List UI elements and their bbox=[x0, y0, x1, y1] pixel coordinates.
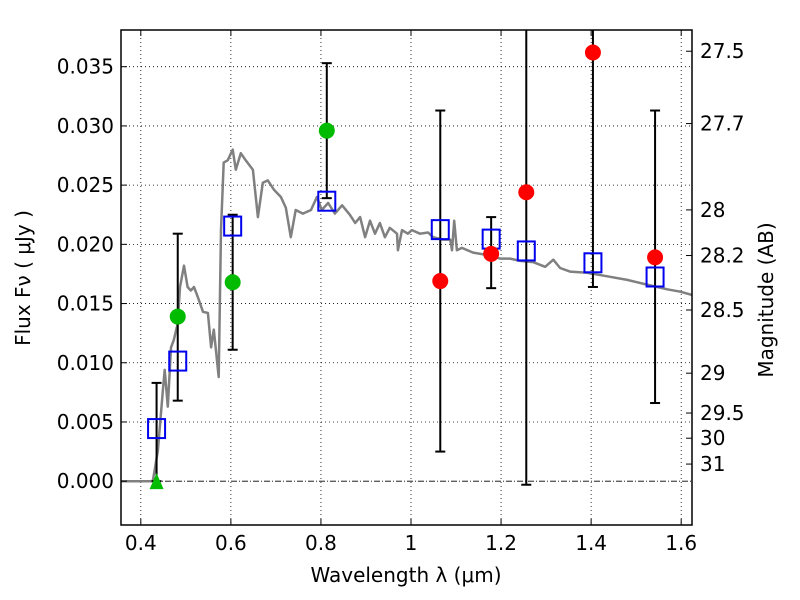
x-tick-label: 1.6 bbox=[665, 531, 697, 555]
green-triangle-point bbox=[149, 473, 164, 490]
model-photometry-square bbox=[645, 266, 665, 288]
right-tick-label: 29 bbox=[700, 361, 725, 385]
red-data-point bbox=[584, 44, 601, 61]
right-tick-label: 28.2 bbox=[700, 244, 745, 268]
plot-frame bbox=[120, 29, 693, 526]
green-data-point bbox=[318, 122, 335, 139]
model-spectrum-group bbox=[121, 148, 692, 483]
model-photometry-square bbox=[583, 252, 603, 274]
markers-group bbox=[147, 44, 665, 490]
y-tick-label: 0.000 bbox=[57, 469, 114, 493]
y-tick-label: 0.030 bbox=[57, 114, 114, 138]
x-tick-label: 1.4 bbox=[575, 531, 607, 555]
grid bbox=[121, 30, 692, 525]
right-tick-label: 27.5 bbox=[700, 39, 745, 63]
y-tick-labels: 0.000 0.005 0.010 0.015 0.020 0.025 0.030 0.035 bbox=[57, 55, 114, 493]
y-axis-label: Flux Fν ( μJy ) bbox=[11, 210, 35, 346]
red-data-point bbox=[483, 245, 500, 262]
y-tick-label: 0.010 bbox=[57, 351, 114, 375]
right-tick-label: 28 bbox=[700, 198, 725, 222]
green-data-point bbox=[169, 308, 186, 325]
plot-area bbox=[121, 30, 692, 525]
y-tick-label: 0.035 bbox=[57, 55, 114, 79]
x-tick-label: 0.6 bbox=[215, 531, 247, 555]
right-tick-label: 27.7 bbox=[700, 112, 745, 136]
right-tick-label: 28.5 bbox=[700, 298, 745, 322]
right-tick-label: 31 bbox=[700, 452, 725, 476]
red-data-point bbox=[432, 273, 449, 290]
model-photometry-square bbox=[168, 350, 188, 372]
y-tick-label: 0.025 bbox=[57, 173, 114, 197]
ticks-group bbox=[121, 30, 692, 525]
right-tick-label: 29.5 bbox=[700, 401, 745, 425]
model-photometry-square bbox=[516, 240, 536, 262]
y-tick-label: 0.005 bbox=[57, 410, 114, 434]
red-data-point bbox=[518, 184, 535, 201]
green-data-point bbox=[224, 274, 241, 291]
right-tick-label: 30 bbox=[700, 426, 725, 450]
x-axis-label: Wavelength λ (μm) bbox=[310, 563, 501, 587]
x-tick-label: 0.8 bbox=[305, 531, 337, 555]
y-tick-label: 0.020 bbox=[57, 232, 114, 256]
model-photometry-square bbox=[223, 215, 243, 237]
right-axis-label: Magnitude (AB) bbox=[754, 222, 778, 377]
x-tick-label: 1 bbox=[405, 531, 418, 555]
model-photometry-square bbox=[147, 418, 167, 440]
x-tick-label: 1.2 bbox=[485, 531, 517, 555]
model-photometry-square bbox=[430, 219, 450, 241]
x-tick-labels: 0.4 0.6 0.8 1 1.2 1.4 1.6 bbox=[125, 531, 697, 555]
model-photometry-square bbox=[317, 190, 337, 212]
x-tick-label: 0.4 bbox=[125, 531, 157, 555]
red-data-point bbox=[647, 249, 664, 266]
y-tick-label: 0.015 bbox=[57, 292, 114, 316]
model-spectrum-line bbox=[121, 148, 692, 483]
